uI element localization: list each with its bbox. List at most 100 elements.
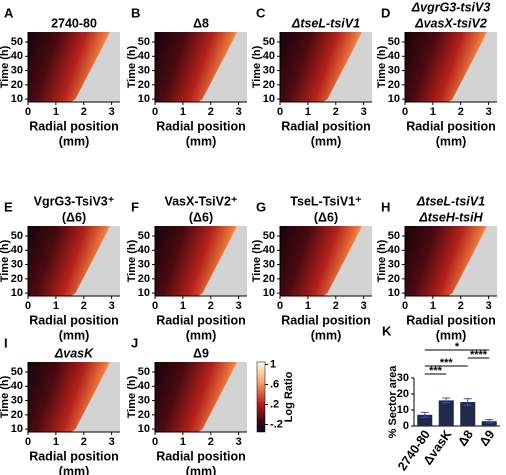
colorbar-tick-label: 1 xyxy=(270,358,276,370)
panel-letter: H xyxy=(381,199,390,214)
heatmap xyxy=(405,226,488,296)
x-tick-label: 3 xyxy=(236,436,242,448)
y-tick-label: 30 xyxy=(138,64,150,76)
y-axis-label: Time (h) xyxy=(0,239,11,282)
x-tick-label: 2 xyxy=(81,300,87,312)
y-tick-label: 10 xyxy=(138,287,150,299)
y-tick-label: 20 xyxy=(263,273,275,285)
x-tick-label: 1 xyxy=(53,436,59,448)
y-tick-label: 50 xyxy=(138,230,150,242)
x-tick-label: 3 xyxy=(361,106,367,118)
significance-label: * xyxy=(455,341,460,353)
panel-title: TseL-TsiV1⁺ xyxy=(290,194,362,208)
x-tick-label: 3 xyxy=(236,106,242,118)
x-tick-label: 0 xyxy=(25,436,31,448)
y-tick-label: 30 xyxy=(263,64,275,76)
y-tick-label: 40 xyxy=(11,50,23,62)
y-tick-label: 40 xyxy=(388,50,400,62)
y-tick-label: 30 xyxy=(138,394,150,406)
y-tick-label: 30 xyxy=(11,394,23,406)
y-tick-label: 30 xyxy=(388,64,400,76)
y-tick-label: 20 xyxy=(11,273,23,285)
y-tick-label: 10 xyxy=(11,287,23,299)
error-bar xyxy=(463,398,472,406)
colorbar-tick-label: .2 xyxy=(270,398,279,410)
heatmap xyxy=(155,362,238,432)
x-axis-label: (mm) xyxy=(59,328,90,342)
y-tick-label: 30 xyxy=(397,372,409,384)
y-tick-label: 40 xyxy=(388,244,400,256)
x-axis-label: Radial position xyxy=(406,119,496,133)
bar xyxy=(417,414,433,426)
x-tick-label: 1 xyxy=(180,300,186,312)
heatmap xyxy=(405,32,488,102)
y-axis-label: Time (h) xyxy=(376,45,388,88)
x-tick-label: 3 xyxy=(361,300,367,312)
y-tick-label: 30 xyxy=(388,258,400,270)
y-tick-label: 40 xyxy=(263,50,275,62)
panel-title: (Δ6) xyxy=(62,210,86,224)
x-tick-label: 1 xyxy=(180,436,186,448)
x-tick-label: 2 xyxy=(208,106,214,118)
y-axis-label: Time (h) xyxy=(126,45,138,88)
y-tick-label: 20 xyxy=(397,388,409,400)
x-tick-label: 1 xyxy=(53,106,59,118)
y-tick-label: 10 xyxy=(388,287,400,299)
significance-label: *** xyxy=(440,357,454,369)
y-tick-label: 20 xyxy=(138,273,150,285)
y-tick-label: 40 xyxy=(11,244,23,256)
heatmap xyxy=(28,362,111,432)
x-tick-label: 1 xyxy=(305,106,311,118)
x-tick-label: 0 xyxy=(402,106,408,118)
y-tick-label: 40 xyxy=(138,244,150,256)
heatmap xyxy=(28,32,111,102)
x-tick-label: Δ9 xyxy=(477,428,498,449)
x-tick-label: 0 xyxy=(152,106,158,118)
y-tick-label: 0 xyxy=(403,420,409,432)
y-tick-label: 20 xyxy=(263,79,275,91)
x-tick-label: 3 xyxy=(236,300,242,312)
panel-letter: J xyxy=(131,335,138,350)
panel-title: VasX-TsiV2⁺ xyxy=(164,194,237,208)
y-tick-label: 50 xyxy=(388,36,400,48)
y-axis-label: Time (h) xyxy=(0,45,11,88)
x-tick-label: 1 xyxy=(305,300,311,312)
panel-letter: K xyxy=(382,323,392,338)
x-tick-label: 0 xyxy=(402,300,408,312)
x-tick-label: 2 xyxy=(81,106,87,118)
panel-letter: A xyxy=(4,5,14,20)
significance-label: **** xyxy=(470,349,488,361)
x-tick-label: 0 xyxy=(277,106,283,118)
x-tick-label: Δ8 xyxy=(455,428,476,449)
panel-title: VgrG3-TsiV3⁺ xyxy=(34,194,115,208)
x-axis-label: (mm) xyxy=(436,328,467,342)
x-axis-label: Radial position xyxy=(281,119,371,133)
y-tick-label: 30 xyxy=(138,258,150,270)
heatmap xyxy=(280,226,363,296)
y-tick-label: 10 xyxy=(138,423,150,435)
panel-title: ΔvasX-tsiV2 xyxy=(414,16,487,30)
colorbar xyxy=(256,361,266,433)
y-tick-label: 10 xyxy=(263,287,275,299)
y-tick-label: 50 xyxy=(388,230,400,242)
panel-title: (Δ6) xyxy=(189,210,213,224)
x-axis-label: (mm) xyxy=(186,134,217,148)
y-tick-label: 30 xyxy=(11,258,23,270)
y-tick-label: 30 xyxy=(11,64,23,76)
panel-title: 2740-80 xyxy=(51,16,97,30)
x-axis-label: Radial position xyxy=(156,313,246,327)
y-tick-label: 50 xyxy=(263,230,275,242)
x-axis-label: (mm) xyxy=(59,464,90,475)
x-axis-label: (mm) xyxy=(311,328,342,342)
x-tick-label: 0 xyxy=(152,436,158,448)
error-bar xyxy=(442,397,451,404)
panel-title: ΔvgrG3-tsiV3 xyxy=(411,0,491,14)
bar xyxy=(460,402,476,426)
error-bar xyxy=(420,411,429,418)
y-axis-label: % Sector area xyxy=(387,365,399,439)
x-axis-label: Radial position xyxy=(156,449,246,463)
panel-title: (Δ6) xyxy=(314,210,338,224)
y-tick-label: 10 xyxy=(388,93,400,105)
panel-title: ΔtseH-tsiH xyxy=(418,210,483,224)
